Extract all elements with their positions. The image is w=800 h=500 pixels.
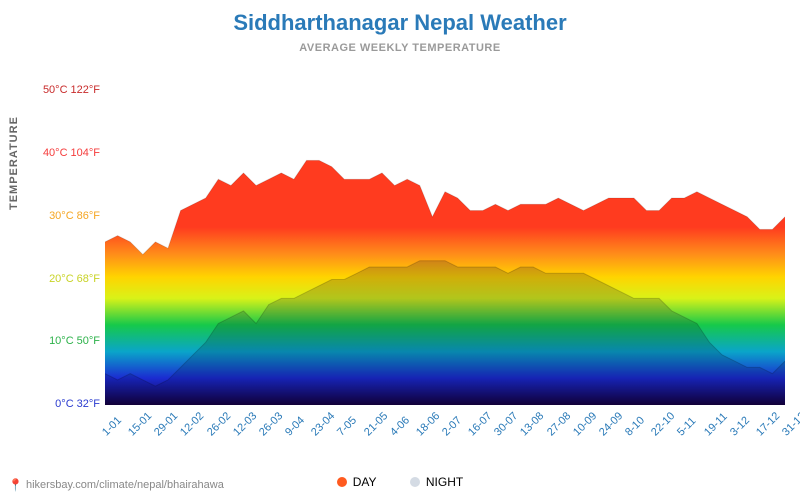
attribution-text: hikersbay.com/climate/nepal/bhairahawa [26, 479, 224, 491]
y-tick: 10°C50°F [40, 335, 100, 347]
x-tick: 18-06 [414, 410, 442, 438]
x-tick: 26-02 [205, 410, 233, 438]
legend-day-dot [337, 477, 347, 487]
x-tick: 19-11 [702, 411, 730, 439]
y-tick: 30°C86°F [40, 210, 100, 222]
x-tick: 4-06 [388, 414, 412, 438]
x-tick: 26-03 [257, 410, 285, 438]
x-tick: 24-09 [597, 410, 625, 438]
x-tick: 15-01 [126, 410, 154, 438]
y-axis-label: TEMPERATURE [8, 116, 20, 210]
legend-day: DAY [337, 475, 377, 489]
x-tick: 10-09 [571, 410, 599, 438]
x-tick: 31-12 [780, 410, 800, 438]
x-tick: 9-04 [283, 414, 307, 438]
x-tick: 21-05 [362, 410, 390, 438]
x-tick: 22-10 [649, 410, 677, 438]
x-axis-ticks: 1-0115-0129-0112-0226-0212-0326-039-0423… [105, 410, 785, 455]
x-tick: 27-08 [545, 410, 573, 438]
x-tick: 29-01 [152, 410, 180, 438]
x-tick: 5-11 [675, 415, 698, 438]
legend-night: NIGHT [410, 475, 463, 489]
location-pin-icon: 📍 [8, 478, 23, 492]
attribution: 📍 hikersbay.com/climate/nepal/bhairahawa [8, 478, 224, 492]
x-tick: 1-01 [100, 414, 124, 438]
x-tick: 17-12 [754, 410, 782, 438]
y-tick: 20°C68°F [40, 273, 100, 285]
x-tick: 12-02 [178, 410, 206, 438]
x-tick: 13-08 [518, 410, 546, 438]
x-tick: 7-05 [335, 414, 359, 438]
x-tick: 12-03 [231, 410, 259, 438]
legend-day-label: DAY [353, 475, 377, 489]
chart-subtitle: AVERAGE WEEKLY TEMPERATURE [0, 36, 800, 54]
x-tick: 2-07 [440, 414, 464, 438]
y-tick: 50°C122°F [40, 84, 100, 96]
x-tick: 16-07 [466, 410, 494, 438]
chart-title: Siddharthanagar Nepal Weather [0, 0, 800, 36]
x-tick: 30-07 [492, 410, 520, 438]
x-tick: 3-12 [728, 414, 752, 438]
y-tick: 0°C32°F [40, 398, 100, 410]
y-tick: 40°C104°F [40, 147, 100, 159]
legend-night-dot [410, 477, 420, 487]
chart-svg [105, 60, 785, 405]
legend-night-label: NIGHT [426, 475, 463, 489]
x-tick: 23-04 [309, 410, 337, 438]
x-tick: 8-10 [623, 414, 647, 438]
chart-plot-area [105, 60, 785, 405]
